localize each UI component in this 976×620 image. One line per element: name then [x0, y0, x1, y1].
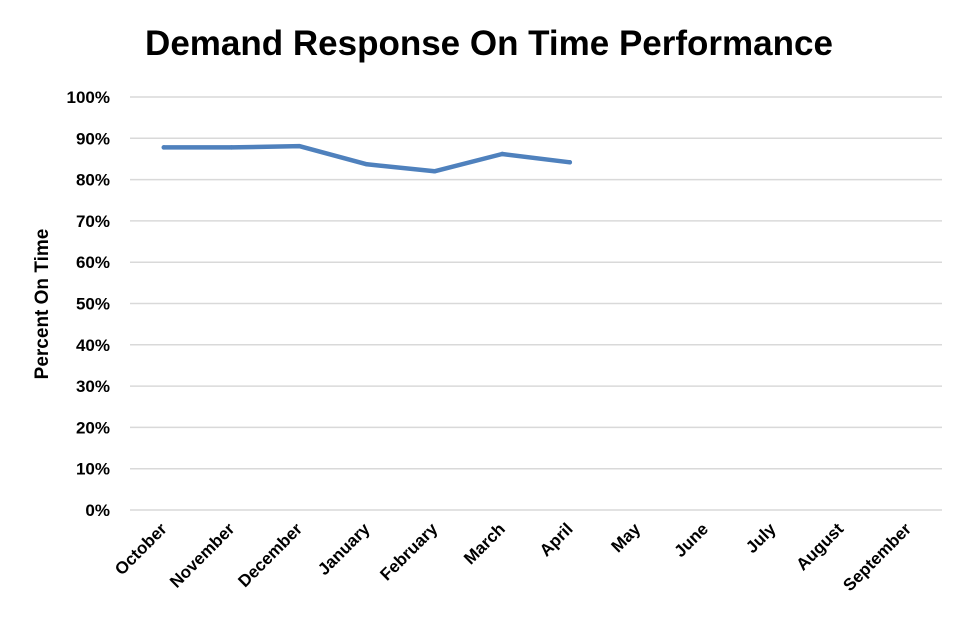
- data-point: [229, 145, 234, 150]
- y-tick-label: 40%: [76, 336, 110, 355]
- x-tick-label: February: [376, 519, 441, 584]
- x-tick-label: April: [536, 519, 577, 560]
- x-tick-label: September: [839, 519, 915, 595]
- series-line: [161, 143, 573, 174]
- x-tick-label: August: [792, 519, 847, 574]
- gridlines: [130, 96, 942, 511]
- series-layer: [161, 143, 573, 174]
- x-tick-label: May: [608, 519, 645, 556]
- x-tick-label: December: [234, 519, 306, 591]
- y-tick-label: 30%: [76, 377, 110, 396]
- y-tick-label: 100%: [67, 88, 110, 107]
- y-tick-label: 20%: [76, 418, 110, 437]
- data-point: [296, 143, 302, 149]
- x-tick-label: March: [460, 519, 509, 568]
- data-point: [499, 151, 505, 157]
- data-point: [432, 169, 437, 174]
- chart-title: Demand Response On Time Performance: [145, 24, 833, 63]
- y-tick-label: 10%: [76, 460, 110, 479]
- y-axis-ticks: 0% 10% 20% 30% 40% 50% 60% 70% 80% 90% 100%: [67, 88, 110, 520]
- y-tick-label: 50%: [76, 295, 110, 314]
- y-tick-label: 80%: [76, 171, 110, 190]
- x-tick-label: January: [314, 519, 374, 579]
- y-axis-title: Percent On Time: [32, 229, 53, 380]
- data-point: [567, 160, 573, 165]
- data-point: [161, 145, 167, 150]
- data-point: [364, 162, 370, 167]
- x-tick-label: November: [166, 519, 238, 591]
- y-tick-label: 60%: [76, 253, 110, 272]
- y-tick-label: 70%: [76, 212, 110, 231]
- x-tick-label: June: [670, 519, 711, 560]
- y-tick-label: 0%: [85, 501, 110, 520]
- x-tick-label: October: [111, 519, 171, 579]
- x-tick-label: July: [742, 519, 780, 557]
- y-tick-label: 90%: [76, 129, 110, 148]
